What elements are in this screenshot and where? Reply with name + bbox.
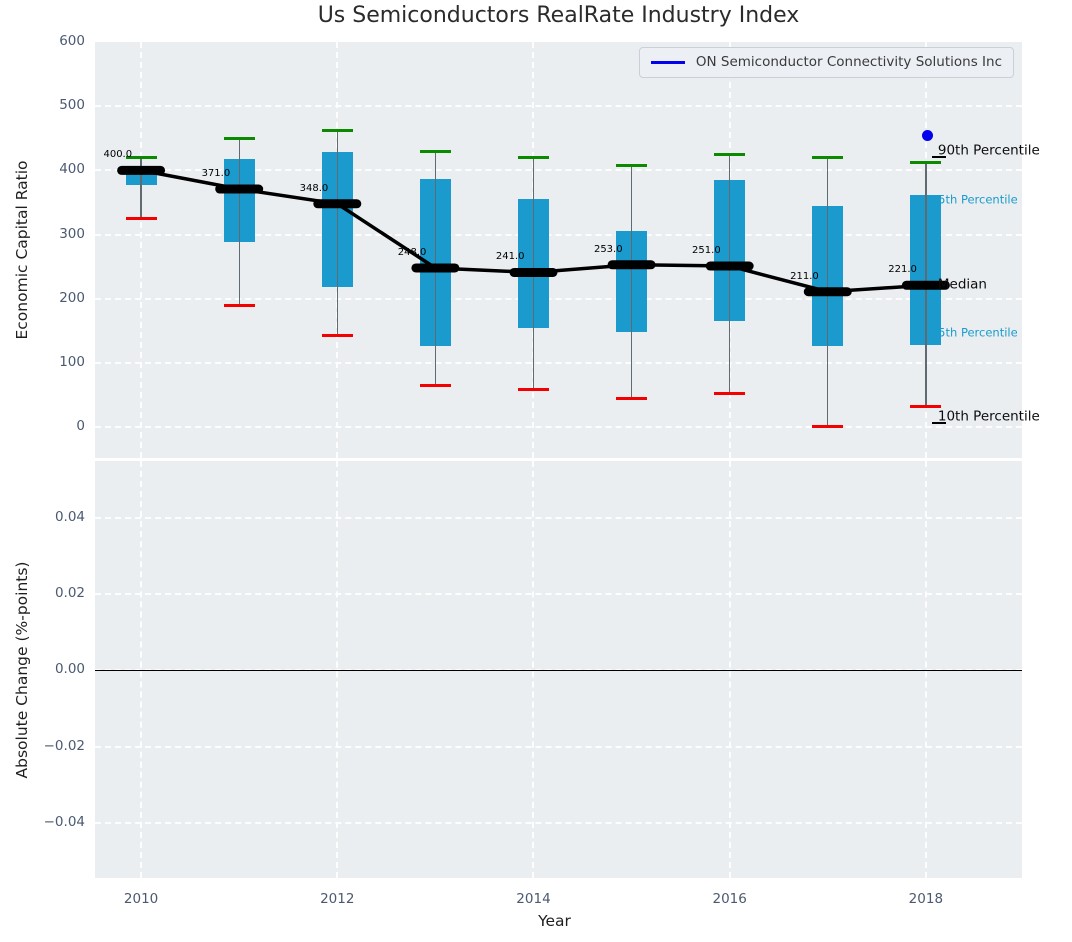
- p10-cap: [321, 333, 353, 337]
- median-marker: [705, 261, 754, 271]
- gridline-horizontal: [95, 297, 1022, 300]
- y-tick-label-bottom: 0.04: [54, 508, 85, 525]
- x-tick-label: 2016: [712, 891, 747, 907]
- legend-label: ON Semiconductor Connectivity Solutions …: [695, 54, 1002, 70]
- p90-cap: [419, 149, 451, 153]
- gridline-vertical: [728, 461, 731, 878]
- gridline-horizontal: [95, 516, 1022, 519]
- p10-cap: [616, 397, 648, 401]
- median-value-annotation: 348.0: [299, 182, 329, 194]
- p10-cap: [812, 425, 844, 429]
- y-tick-label-bottom: 0.00: [54, 661, 85, 678]
- median-trend-layer: [117, 165, 950, 297]
- median-value-annotation: 241.0: [495, 251, 525, 263]
- median-value-annotation: 251.0: [692, 245, 721, 257]
- gridline-horizontal: [95, 593, 1022, 595]
- legend: ON Semiconductor Connectivity Solutions …: [638, 47, 1014, 78]
- whisker-line: [630, 165, 633, 399]
- x-tick-label: 2014: [516, 891, 551, 907]
- gridline-vertical: [532, 461, 535, 878]
- p90-cap: [714, 153, 746, 157]
- top-axes: ON Semiconductor Connectivity Solutions …: [95, 42, 1040, 458]
- legend-line-sample: [650, 60, 685, 64]
- chart-title: Us Semiconductors RealRate Industry Inde…: [317, 3, 800, 28]
- gridline-vertical: [924, 461, 927, 878]
- y-tick-label-top: 0: [76, 418, 85, 435]
- median-marker: [215, 184, 264, 194]
- gridline-horizontal: [95, 745, 1022, 748]
- y-tick-label-top: 500: [59, 97, 85, 114]
- median-marker: [411, 263, 460, 273]
- y-tick-label-top: 400: [59, 161, 85, 178]
- gridline-horizontal: [95, 361, 1022, 364]
- median-marker: [803, 287, 852, 297]
- median-marker: [607, 260, 656, 270]
- side-label-p75: 75th Percentile: [930, 192, 1018, 207]
- whisker-line: [238, 138, 240, 306]
- p90-cap: [517, 156, 549, 160]
- median-value-annotation: 371.0: [201, 168, 231, 180]
- p90-cap: [616, 163, 648, 167]
- y-axis-label-top: Economic Capital Ratio: [13, 160, 31, 340]
- zero-reference-line: [95, 669, 1022, 672]
- median-value-annotation: 400.0: [103, 149, 133, 161]
- p10-cap: [125, 217, 157, 221]
- y-tick-label-top: 200: [59, 289, 85, 306]
- p10-cap: [910, 405, 942, 409]
- median-marker: [117, 165, 166, 175]
- y-tick-label-bottom: −0.02: [43, 737, 85, 754]
- y-tick-label-bottom: 0.02: [54, 585, 85, 601]
- side-label-p10: 10th Percentile: [937, 407, 1040, 424]
- median-marker: [509, 267, 558, 277]
- p90-cap: [910, 161, 942, 165]
- gridline-vertical: [140, 42, 143, 458]
- p10-cap: [714, 392, 746, 396]
- gridline-horizontal: [95, 233, 1022, 236]
- x-tick-label: 2010: [123, 891, 159, 907]
- side-label-p90: 90th Percentile: [937, 141, 1040, 158]
- median-marker: [313, 199, 362, 209]
- gridline-horizontal: [95, 169, 1022, 172]
- whisker-line: [140, 157, 142, 219]
- median-value-annotation: 248.0: [397, 246, 427, 258]
- p10-cap: [517, 387, 549, 391]
- y-tick-label-top: 100: [59, 353, 85, 370]
- p90-cap: [223, 136, 255, 140]
- annotation-leader-line: [931, 155, 946, 158]
- median-value-annotation: 221.0: [888, 264, 917, 276]
- x-tick-label: 2012: [320, 891, 355, 907]
- median-marker: [901, 280, 950, 290]
- p90-cap: [812, 156, 844, 160]
- p90-cap: [321, 129, 353, 133]
- side-label-p25: 25th Percentile: [930, 325, 1018, 340]
- p10-cap: [223, 303, 255, 307]
- bottom-axes: [95, 461, 1022, 878]
- y-tick-label-bottom: −0.04: [43, 814, 85, 831]
- gridline-horizontal: [95, 105, 1022, 108]
- p10-cap: [419, 383, 451, 387]
- y-tick-label-top: 300: [59, 225, 85, 242]
- p90-cap: [125, 156, 157, 160]
- annotation-leader-line: [931, 421, 946, 424]
- company-data-point: [922, 129, 934, 141]
- gridline-vertical: [336, 461, 339, 878]
- gridline-horizontal: [95, 822, 1022, 825]
- median-value-annotation: 211.0: [790, 270, 819, 282]
- whisker-line: [728, 154, 731, 394]
- side-label-median: Median: [937, 276, 987, 293]
- x-tick-label: 2018: [908, 891, 944, 907]
- median-value-annotation: 253.0: [593, 243, 623, 255]
- x-axis-label: Year: [538, 912, 571, 930]
- whisker-line: [336, 130, 338, 336]
- gridline-vertical: [140, 461, 143, 878]
- y-tick-label-top: 600: [59, 33, 85, 49]
- gridline-horizontal: [95, 426, 1022, 429]
